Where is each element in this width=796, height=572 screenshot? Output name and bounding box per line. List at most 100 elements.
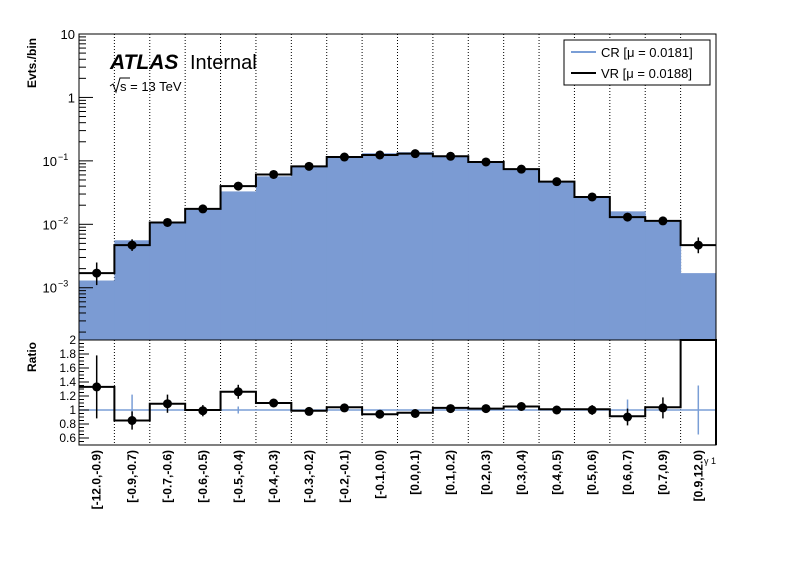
lower-y-tick-label: 1.4 [59,375,76,389]
lower-y-tick-label: 0.8 [59,417,76,431]
atlas-label: ATLAS [109,51,178,74]
ratio-histogram [79,339,717,445]
vr-point [198,204,208,214]
upper-y-tick-label: 10 [43,281,57,296]
lower-y-tick-label: 2 [69,333,76,347]
ratio-point [587,405,597,415]
vr-point [410,149,420,159]
cr-bar [79,280,115,340]
cr-histogram [79,152,717,340]
ratio-step-line [79,339,717,445]
vr-point [127,240,137,250]
ratio-point [92,382,102,392]
cr-bar [468,162,505,340]
x-axis: [-12.0,-0.9) [-0.9,-0.7) [-0.7,-0.6) [-0.6,… [90,450,706,509]
cr-bar [645,221,682,340]
vr-histogram [79,152,716,275]
vr-point [162,217,172,227]
x-tick-label: [0.9,12.0) [691,450,705,501]
lower-y-tick-label: 1 [69,403,76,417]
vr-point [623,212,633,222]
x-tick-label: [0.1,0.2) [444,450,458,495]
x-tick-label: [0.4,0.5) [550,450,564,495]
ratio-point [481,404,491,414]
cr-bar [255,176,292,340]
x-tick-label: [0.3,0.4) [514,450,528,495]
ratio-point [658,403,668,413]
upper-y-tick-exponent: −1 [58,152,68,162]
lower-y-tick-label: 0.6 [59,431,76,445]
lower-y-tick-label: 1.2 [59,389,76,403]
cr-bar [326,157,363,340]
x-tick-label: [-0.6,-0.5) [196,450,210,503]
ratio-point [516,402,526,411]
x-tick-label: [-0.5,-0.4) [231,450,245,503]
ratio-point [552,405,562,415]
x-tick-label: [-0.4,-0.3) [267,450,281,503]
upper-y-tick-label: 10 [61,27,75,42]
vr-points [92,149,703,286]
lower-y-axis: 0.60.811.21.41.61.82 [59,333,89,446]
x-tick-label: [-0.9,-0.7) [125,450,139,503]
vr-point [92,268,102,278]
vr-point [552,177,562,187]
sqrt-symbol [109,77,130,94]
cr-bar [149,223,186,340]
x-tick-label: [0.7,0.9) [656,450,670,495]
upper-y-tick-label: 10 [43,217,57,232]
ratio-point [446,404,456,414]
cr-bar [609,211,646,340]
upper-y-axis-title: Evts./bin [25,38,39,88]
ratio-point [339,403,349,413]
vr-point [446,151,456,161]
lower-y-axis-title: Ratio [25,342,39,372]
ratio-point [162,399,172,409]
upper-y-tick-exponent: −3 [58,279,68,289]
upper-y-tick-exponent: −2 [58,215,68,225]
legend-box [563,39,711,86]
legend-cr-label: CR [μ = 0.0181] [601,45,693,60]
vr-point [233,181,243,191]
ratio-point [233,387,243,397]
vr-point [587,192,597,202]
cr-bar [185,209,222,340]
upper-y-tick-label: 10 [43,154,57,169]
x-tick-label: [0.5,0.6) [585,450,599,495]
legend: CR [μ = 0.0181] VR [μ = 0.0188] [563,39,711,86]
x-tick-label: [0.6,0.7) [621,450,635,495]
x-tick-label: [0.0,0.1) [408,450,422,495]
ratio-points [92,355,668,430]
x-tick-label: [0.2,0.3) [479,450,493,495]
ratio-point [375,409,385,419]
vr-point [658,216,668,226]
cr-bar [539,182,575,340]
ratio-point [304,406,314,416]
cr-bar [220,191,257,340]
cr-bar [362,153,398,340]
energy-label: s = 13 TeV [120,79,182,94]
internal-label: Internal [190,52,257,74]
x-tick-label: [-0.2,-0.1) [337,450,351,503]
lower-grid [113,340,682,445]
cr-bar [503,169,540,340]
vr-point [693,240,703,250]
ratio-point [410,409,420,418]
lower-y-tick-label: 1.6 [59,361,76,375]
cr-bar [574,196,611,340]
x-tick-label: [-0.3,-0.2) [302,450,316,503]
cr-bar [432,155,469,340]
ratio-point [623,412,633,422]
cr-bar [291,166,328,340]
upper-y-tick-label: 1 [68,90,75,105]
vr-step-line [79,152,716,275]
cr-bar [114,240,151,340]
x-axis-title: γ 1 [704,456,716,466]
vr-point [516,164,526,174]
ratio-point [269,398,279,408]
ratio-point [127,416,137,425]
legend-vr-label: VR [μ = 0.0188] [601,66,692,81]
cr-bar [397,152,434,340]
vr-point [339,152,349,162]
